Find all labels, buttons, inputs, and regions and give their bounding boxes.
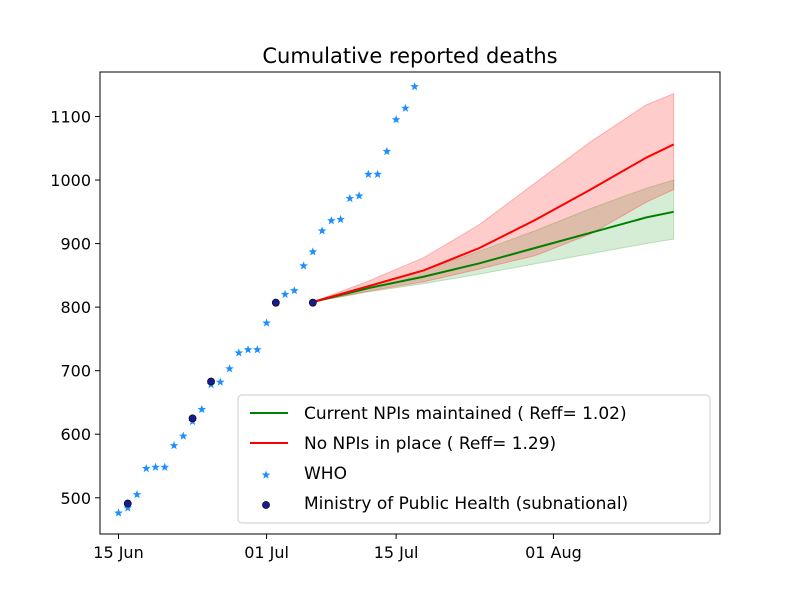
x-tick-label-1: 01 Jul: [244, 543, 289, 562]
who-point-0: [114, 508, 123, 517]
confidence-bands: [312, 92, 675, 303]
who-point-1: [123, 503, 133, 512]
y-tick-label-6: 1100: [50, 107, 91, 126]
legend-swatch-3: [262, 501, 270, 509]
legend-label-3: Ministry of Public Health (subnational): [304, 494, 628, 514]
who-point-6: [169, 441, 179, 450]
who-point-15: [253, 345, 262, 354]
line-series-1: [312, 143, 675, 303]
who-point-32: [410, 82, 419, 91]
legend-label-2: WHO: [304, 464, 347, 484]
projection-lines: [312, 143, 675, 303]
who-point-30: [391, 115, 401, 124]
who-point-25: [345, 193, 355, 203]
line-series-0: [312, 210, 674, 303]
mph-point-1: [188, 414, 197, 423]
legend-box: [237, 394, 711, 524]
who-point-29: [382, 146, 392, 156]
legend: Current NPIs maintained ( Reff= 1.02) No …: [237, 394, 711, 524]
plot-frame: [99, 71, 721, 535]
observed-markers: [114, 82, 419, 517]
x-tick-label-3: 01 Aug: [525, 543, 582, 562]
who-point-24: [336, 214, 345, 224]
who-point-9: [197, 404, 207, 414]
mph-point-3: [271, 298, 280, 307]
who-point-3: [141, 464, 151, 473]
who-point-14: [243, 345, 253, 354]
y-tick-label-4: 900: [60, 235, 91, 254]
who-point-19: [290, 286, 299, 295]
who-point-23: [327, 216, 336, 225]
who-point-5: [160, 462, 170, 471]
who-point-31: [401, 103, 410, 112]
who-point-26: [354, 191, 364, 200]
who-point-12: [225, 364, 234, 373]
y-tick-label-3: 800: [60, 298, 91, 317]
x-tick-label-2: 15 Jul: [374, 543, 419, 562]
who-point-4: [151, 462, 160, 471]
x-axis: 15 Jun 01 Jul 15 Jul 01 Aug: [93, 534, 582, 562]
y-tick-label-0: 500: [60, 489, 91, 508]
who-point-18: [280, 289, 290, 299]
who-point-20: [299, 261, 308, 270]
y-tick-label-5: 1000: [50, 171, 91, 190]
who-point-28: [373, 169, 382, 178]
who-point-27: [364, 169, 373, 178]
x-tick-label-0: 15 Jun: [93, 543, 143, 562]
who-point-16: [262, 318, 271, 327]
y-tick-label-1: 600: [60, 425, 91, 444]
who-point-7: [179, 431, 188, 440]
band-series-0: [312, 179, 675, 303]
legend-swatch-2: [261, 470, 271, 479]
y-tick-label-2: 700: [60, 362, 91, 381]
who-point-21: [308, 247, 318, 256]
who-point-13: [234, 348, 244, 357]
chart-title: Cumulative reported deaths: [262, 44, 557, 68]
who-point-2: [132, 490, 142, 499]
who-point-22: [317, 226, 327, 235]
legend-label-0: Current NPIs maintained ( Reff= 1.02): [304, 404, 627, 424]
mph-point-4: [308, 298, 317, 307]
mph-point-0: [123, 499, 132, 508]
y-axis: 500 600 700 800 900 1000 1100: [50, 107, 100, 508]
who-point-11: [216, 377, 225, 386]
mph-point-2: [207, 377, 215, 386]
legend-label-1: No NPIs in place ( Reff= 1.29): [304, 434, 556, 454]
